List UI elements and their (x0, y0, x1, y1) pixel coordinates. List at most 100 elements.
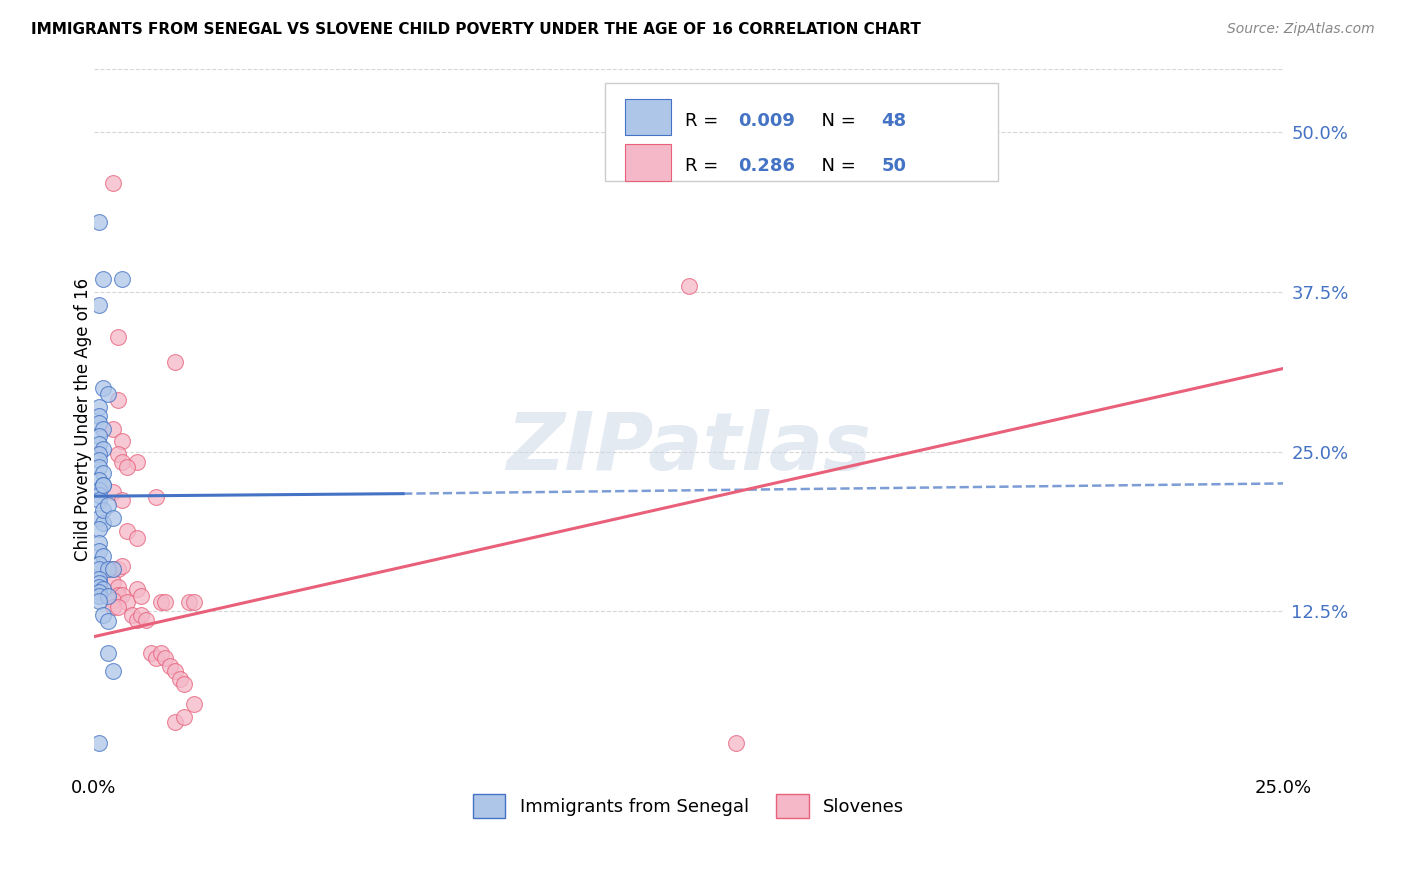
Point (93, 477, 115, 491)
Point (107, 447, 129, 461)
Point (87, 557, 110, 571)
Point (87, 459, 110, 474)
Point (93, 442, 115, 456)
Point (101, 562, 124, 576)
Point (163, 355, 186, 369)
Legend: Immigrants from Senegal, Slovenes: Immigrants from Senegal, Slovenes (465, 788, 911, 825)
Point (87, 417, 110, 431)
Point (115, 459, 138, 474)
Point (163, 664, 186, 678)
Text: N =: N = (810, 157, 862, 176)
Point (87, 522, 110, 536)
Point (101, 177, 124, 191)
Point (97, 615, 120, 629)
Point (111, 434, 134, 449)
Point (101, 485, 124, 500)
Point (87, 298, 110, 312)
Point (87, 473, 110, 487)
Text: R =: R = (685, 157, 724, 176)
Point (87, 511, 110, 525)
Point (159, 659, 181, 673)
Point (107, 600, 129, 615)
Point (93, 477, 115, 491)
FancyBboxPatch shape (605, 83, 998, 181)
Point (107, 562, 129, 576)
Point (97, 498, 120, 512)
Point (101, 600, 124, 615)
Point (87, 215, 110, 229)
Point (87, 429, 110, 443)
Point (93, 503, 115, 517)
Point (107, 329, 129, 343)
Point (101, 511, 124, 525)
Point (149, 646, 172, 660)
Point (145, 491, 167, 505)
Point (97, 646, 120, 660)
Text: ZIPatlas: ZIPatlas (506, 409, 872, 487)
Point (97, 562, 120, 576)
Point (93, 467, 115, 481)
Point (87, 453, 110, 467)
Text: Source: ZipAtlas.com: Source: ZipAtlas.com (1227, 22, 1375, 37)
Text: 48: 48 (882, 112, 907, 129)
Point (115, 595, 138, 609)
Point (101, 562, 124, 576)
Text: IMMIGRANTS FROM SENEGAL VS SLOVENE CHILD POVERTY UNDER THE AGE OF 16 CORRELATION: IMMIGRANTS FROM SENEGAL VS SLOVENE CHILD… (31, 22, 921, 37)
Point (87, 488, 110, 502)
Point (139, 646, 162, 660)
Text: 50: 50 (882, 157, 907, 176)
Point (107, 580, 129, 594)
Point (125, 455, 148, 469)
Point (87, 483, 110, 497)
Point (177, 595, 200, 609)
Point (87, 447, 110, 461)
Point (87, 576, 110, 591)
Point (87, 572, 110, 586)
Point (97, 387, 120, 401)
Point (121, 607, 143, 622)
Point (93, 516, 115, 530)
Point (125, 532, 148, 546)
Point (169, 672, 191, 686)
Text: N =: N = (810, 112, 862, 129)
Point (131, 589, 153, 603)
Point (93, 421, 115, 435)
Point (87, 536, 110, 550)
Point (131, 607, 153, 622)
Text: 0.009: 0.009 (738, 112, 796, 129)
Point (155, 651, 177, 665)
Point (173, 677, 195, 691)
Text: R =: R = (685, 112, 724, 129)
Point (87, 736, 110, 750)
Point (101, 421, 124, 435)
Point (93, 607, 115, 622)
Point (183, 698, 205, 712)
Point (111, 455, 134, 469)
Point (93, 272, 115, 286)
Point (772, 151, 794, 165)
Point (125, 613, 148, 627)
Point (107, 587, 129, 601)
Point (107, 393, 129, 408)
Point (101, 592, 124, 607)
Point (125, 582, 148, 597)
Point (678, 278, 700, 293)
Point (155, 595, 177, 609)
Point (135, 613, 157, 627)
Point (111, 272, 134, 286)
Point (93, 582, 115, 597)
Point (725, 736, 748, 750)
Point (87, 580, 110, 594)
Point (87, 544, 110, 558)
Point (111, 559, 134, 574)
Point (111, 493, 134, 508)
Point (87, 594, 110, 608)
Point (93, 549, 115, 564)
Point (101, 664, 124, 678)
Point (115, 524, 138, 538)
Point (87, 437, 110, 451)
Point (87, 493, 110, 508)
Point (87, 562, 110, 576)
Point (111, 587, 134, 601)
Bar (626, 99, 671, 136)
